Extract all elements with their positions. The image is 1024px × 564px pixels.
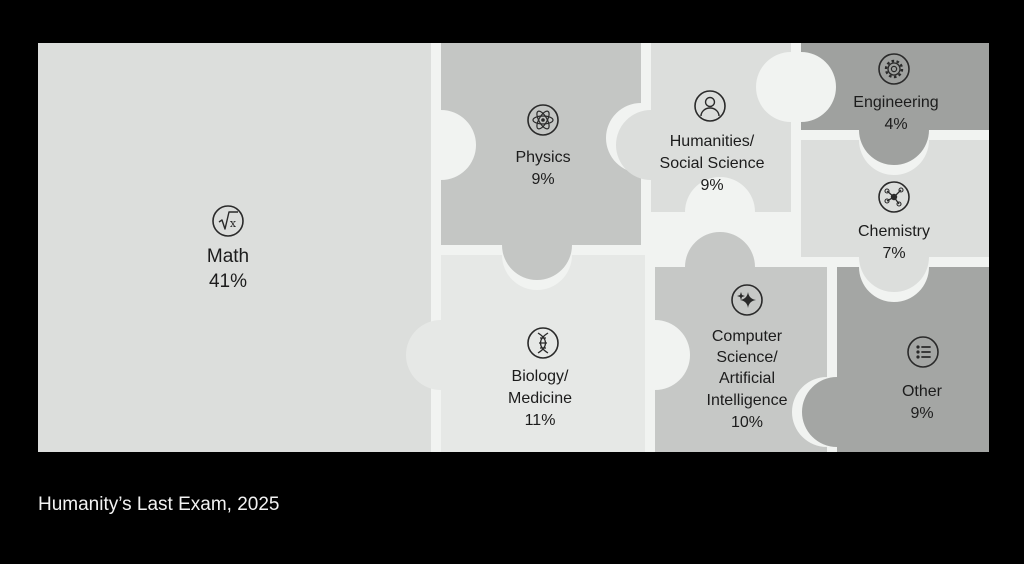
segment-engineering: Engineering 4% [801, 43, 989, 165]
segment-value-physics: 9% [531, 171, 554, 188]
segment-label-physics: Physics [515, 149, 570, 166]
piece-chemistry [801, 140, 989, 292]
segment-label-engineering: Engineering [853, 94, 938, 111]
segment-label-other: Other [902, 383, 943, 400]
molecule-icon [878, 181, 910, 213]
segment-label-cs-line3: Artificial [719, 370, 775, 387]
piece-cs [655, 232, 827, 452]
segment-humanities: Humanities/ Social Science 9% [616, 43, 791, 212]
segment-label-humanities-line1: Humanities/ [670, 133, 755, 150]
segment-label-cs-line2: Science/ [716, 349, 778, 366]
segment-label-biology-line1: Biology/ [512, 368, 569, 385]
piece-other [802, 267, 989, 452]
segment-label-biology-line2: Medicine [508, 390, 572, 407]
person-icon [694, 90, 726, 122]
piece-biology [406, 255, 645, 452]
segment-label-humanities-line2: Social Science [660, 155, 765, 172]
piece-physics [441, 43, 641, 280]
list-icon [907, 336, 939, 368]
segment-value-other: 9% [910, 405, 933, 422]
chart-caption: Humanity’s Last Exam, 2025 [38, 494, 280, 515]
segment-label-cs-line1: Computer [712, 328, 783, 345]
segment-label-chemistry: Chemistry [858, 223, 930, 240]
segment-value-chemistry: 7% [882, 245, 905, 262]
piece-humanities [616, 43, 791, 212]
sparkle-icon [731, 284, 763, 316]
segment-chemistry: Chemistry 7% [801, 140, 989, 292]
segment-other: Other 9% [802, 267, 989, 452]
segment-math: x Math 41% [38, 43, 431, 452]
segment-value-biology: 11% [525, 412, 556, 429]
segment-value-cs: 10% [731, 414, 763, 431]
segment-value-math: 41% [209, 271, 247, 292]
atom-icon [527, 104, 559, 136]
segment-value-engineering: 4% [884, 116, 907, 133]
dna-icon [527, 327, 559, 359]
segment-label-cs-line4: Intelligence [707, 392, 788, 409]
svg-text:x: x [230, 217, 237, 230]
gear-icon [878, 53, 910, 85]
piece-math [38, 43, 431, 452]
segment-cs: Computer Science/ Artificial Intelligenc… [655, 232, 827, 452]
piece-engineering [801, 43, 989, 165]
segment-physics: Physics 9% [441, 43, 641, 280]
segment-biology: Biology/ Medicine 11% [406, 255, 645, 452]
square-root-icon [212, 205, 244, 237]
segment-value-humanities: 9% [700, 177, 723, 194]
segment-label-math: Math [207, 246, 249, 267]
